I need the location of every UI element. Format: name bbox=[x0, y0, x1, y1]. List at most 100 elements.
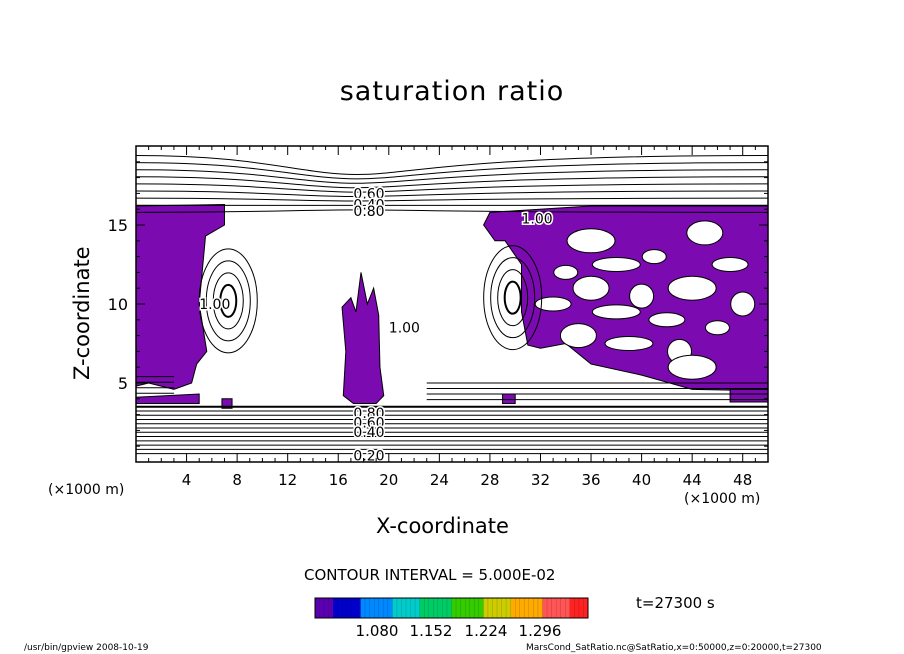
x-tick-label-11: 48 bbox=[733, 471, 752, 489]
colorbar-cell-3 bbox=[328, 598, 334, 618]
colorbar-cell-0 bbox=[315, 598, 321, 618]
colorbar-cell-51 bbox=[547, 598, 553, 618]
colorbar-cell-6 bbox=[342, 598, 348, 618]
colorbar-cell-48 bbox=[533, 598, 539, 618]
contour-loop-1-3 bbox=[483, 245, 543, 351]
footer-right: MarsCond_SatRatio.nc@SatRatio,x=0:50000,… bbox=[526, 643, 822, 653]
cloud-gap-7 bbox=[559, 323, 597, 349]
colorbar-cell-43 bbox=[510, 598, 516, 618]
cloud-gap-8 bbox=[604, 336, 654, 351]
contour-line-top-5 bbox=[135, 190, 769, 198]
x-tick-label-9: 40 bbox=[632, 471, 651, 489]
colorbar-cell-17 bbox=[392, 598, 398, 618]
contour-loop-1-0 bbox=[503, 280, 522, 315]
colorbar-cell-56 bbox=[569, 598, 575, 618]
colorbar-cell-55 bbox=[565, 598, 571, 618]
contour-loop-0-0 bbox=[219, 283, 238, 318]
colorbar-cell-12 bbox=[369, 598, 375, 618]
colorbar-cell-37 bbox=[483, 598, 489, 618]
colorbar-tick-label: 1.080 bbox=[355, 622, 399, 640]
colorbar-cell-27 bbox=[437, 598, 443, 618]
colorbar-cell-36 bbox=[478, 598, 484, 618]
cloud-gap-1 bbox=[572, 275, 610, 301]
cloud-gap-3 bbox=[629, 283, 655, 309]
colorbar-cell-54 bbox=[560, 598, 566, 618]
colorbar-cell-20 bbox=[406, 598, 412, 618]
colorbar-tick-label: 1.152 bbox=[409, 622, 453, 640]
cloud-gap-2 bbox=[591, 304, 641, 320]
colorbar-cell-8 bbox=[351, 598, 357, 618]
cloud-gap-13 bbox=[686, 220, 724, 246]
colorbar-cell-26 bbox=[433, 598, 439, 618]
contour-label-0: 0.60 bbox=[353, 186, 384, 202]
cloud-gap-14 bbox=[591, 257, 641, 272]
colorbar-cell-50 bbox=[542, 598, 548, 618]
colorbar-cell-39 bbox=[492, 598, 498, 618]
colorbar-cell-40 bbox=[497, 598, 503, 618]
contour-line-top-3 bbox=[135, 176, 769, 189]
colorbar-cell-57 bbox=[574, 598, 580, 618]
cloud-gap-12 bbox=[641, 249, 667, 265]
contour-line-top-0 bbox=[135, 154, 769, 175]
cloud-gap-16 bbox=[534, 296, 572, 312]
x-tick-label-0: 4 bbox=[182, 471, 192, 489]
contour-label-6: 0.80 bbox=[353, 406, 384, 422]
cloud-gap-5 bbox=[667, 275, 717, 301]
colorbar-cell-14 bbox=[378, 598, 384, 618]
colorbar-cell-28 bbox=[442, 598, 448, 618]
colorbar-cell-1 bbox=[319, 598, 325, 618]
x-tick-label-2: 12 bbox=[278, 471, 297, 489]
contour-label-5: 1.00 bbox=[389, 321, 420, 337]
contour-line-top-2 bbox=[135, 169, 769, 184]
time-label: t=27300 s bbox=[636, 594, 715, 612]
colorbar-cell-9 bbox=[355, 598, 361, 618]
cloud-gap-15 bbox=[730, 291, 756, 317]
y-tick-label-2: 15 bbox=[108, 216, 128, 235]
contour-line-top-1 bbox=[135, 162, 769, 180]
colorbar-cell-25 bbox=[428, 598, 434, 618]
colorbar-cell-35 bbox=[474, 598, 480, 618]
y-tick-label-1: 10 bbox=[108, 295, 128, 314]
colorbar-cell-21 bbox=[410, 598, 416, 618]
colorbar-cell-44 bbox=[515, 598, 521, 618]
colorbar-cell-7 bbox=[346, 598, 352, 618]
contour-loop-0-1 bbox=[212, 272, 244, 330]
contour-label-2: 0.80 bbox=[353, 204, 384, 220]
colorbar-cell-46 bbox=[524, 598, 530, 618]
contour-loop-0-3 bbox=[198, 248, 258, 354]
cloud-gap-11 bbox=[566, 228, 616, 254]
footer-left: /usr/bin/gpview 2008-10-19 bbox=[24, 643, 149, 653]
shaded-region-2 bbox=[341, 272, 385, 405]
x-tick-label-6: 28 bbox=[480, 471, 499, 489]
colorbar-cell-10 bbox=[360, 598, 366, 618]
colorbar-cell-53 bbox=[556, 598, 562, 618]
colorbar-tick-label: 1.296 bbox=[518, 622, 562, 640]
shaded-region-1 bbox=[483, 205, 769, 392]
colorbar-cell-59 bbox=[583, 598, 589, 618]
x-axis-unit: (×1000 m) bbox=[684, 491, 761, 507]
contour-loop-1-1 bbox=[497, 269, 529, 327]
y-axis-unit: (×1000 m) bbox=[48, 482, 125, 498]
cloud-gap-0 bbox=[553, 264, 579, 280]
colorbar-cell-42 bbox=[506, 598, 512, 618]
contour-line-top-6 bbox=[135, 197, 769, 202]
x-tick-label-8: 36 bbox=[581, 471, 600, 489]
cloud-gap-4 bbox=[648, 312, 686, 328]
colorbar-cell-13 bbox=[374, 598, 380, 618]
x-tick-label-7: 32 bbox=[531, 471, 550, 489]
shaded-region-3 bbox=[135, 393, 200, 405]
colorbar-cell-34 bbox=[469, 598, 475, 618]
cloud-gap-17 bbox=[667, 354, 717, 380]
colorbar-cell-24 bbox=[424, 598, 430, 618]
x-tick-label-4: 20 bbox=[379, 471, 398, 489]
colorbar-cell-23 bbox=[419, 598, 425, 618]
contour-label-8: 0.40 bbox=[353, 425, 384, 441]
chart-title: saturation ratio bbox=[339, 76, 565, 107]
colorbar-cell-5 bbox=[337, 598, 343, 618]
cloud-gap-6 bbox=[704, 320, 730, 336]
colorbar-cell-4 bbox=[333, 598, 339, 618]
contour-label-7: 0.60 bbox=[353, 416, 384, 432]
colorbar-cell-19 bbox=[401, 598, 407, 618]
colorbar-cell-15 bbox=[383, 598, 389, 618]
contour-line-top-4 bbox=[135, 183, 769, 193]
